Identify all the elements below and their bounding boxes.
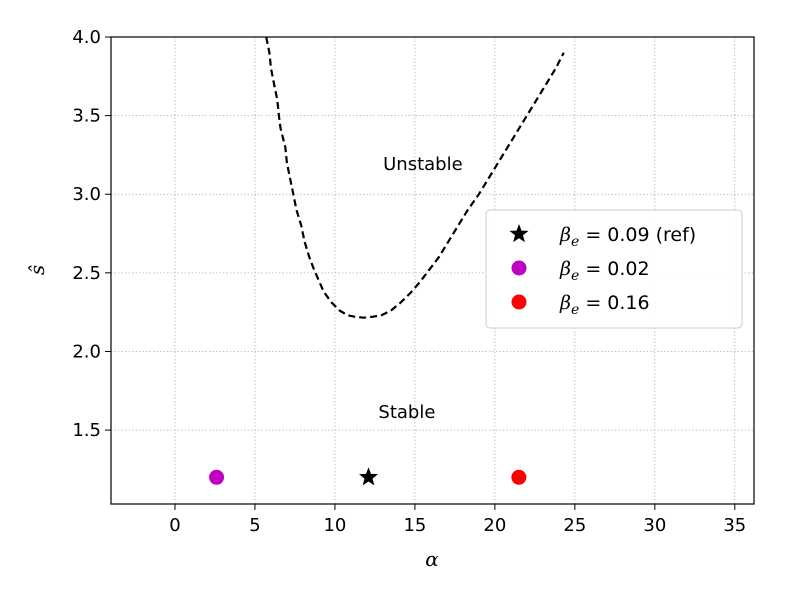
x-tick-label: 0 [169, 515, 180, 536]
stable-label: Stable [378, 402, 435, 423]
legend-red-marker [511, 294, 527, 310]
stability-boundary-line [265, 36, 565, 319]
x-tick-label: 15 [403, 515, 426, 536]
unstable-label: Unstable [383, 154, 463, 175]
plot-frame [110, 36, 755, 505]
y-tick-label: 4.0 [72, 27, 101, 48]
data-points [209, 467, 527, 486]
legend-entry-002: βe = 0.02 [511, 258, 650, 284]
legend-entry-ref: βe = 0.09 (ref) [509, 224, 696, 250]
x-tick-label: 35 [723, 515, 746, 536]
y-tick-label: 1.5 [72, 420, 101, 441]
x-tick-label: 20 [483, 515, 506, 536]
x-tick-label: 30 [643, 515, 666, 536]
legend-entry-016: βe = 0.16 [511, 292, 650, 318]
legend-magenta-marker [511, 260, 527, 276]
legend: βe = 0.09 (ref) βe = 0.02 βe = 0.16 [485, 209, 743, 329]
legend-star-marker [509, 224, 529, 243]
y-tick-label: 2.5 [72, 263, 101, 284]
x-tick-label: 25 [563, 515, 586, 536]
x-tick-label: 5 [249, 515, 260, 536]
x-axis: 0 5 10 15 20 25 30 35 [169, 504, 746, 536]
y-tick-label: 3.0 [72, 184, 101, 205]
y-axis-label: ŝ [25, 265, 49, 275]
x-tick-label: 10 [323, 515, 346, 536]
legend-label-002: βe = 0.02 [559, 258, 650, 284]
y-axis: 1.5 2.0 2.5 3.0 3.5 4.0 [72, 27, 111, 441]
y-tick-label: 2.0 [72, 341, 101, 362]
legend-label-016: βe = 0.16 [559, 292, 650, 318]
x-axis-label: α [425, 547, 439, 571]
magenta-point [209, 469, 225, 485]
ref-star-point [359, 467, 379, 486]
red-point [511, 469, 527, 485]
y-tick-label: 3.5 [72, 106, 101, 127]
region-annotations: Unstable Stable [378, 154, 462, 423]
legend-label-ref: βe = 0.09 (ref) [559, 224, 696, 250]
legend-box [485, 209, 743, 329]
